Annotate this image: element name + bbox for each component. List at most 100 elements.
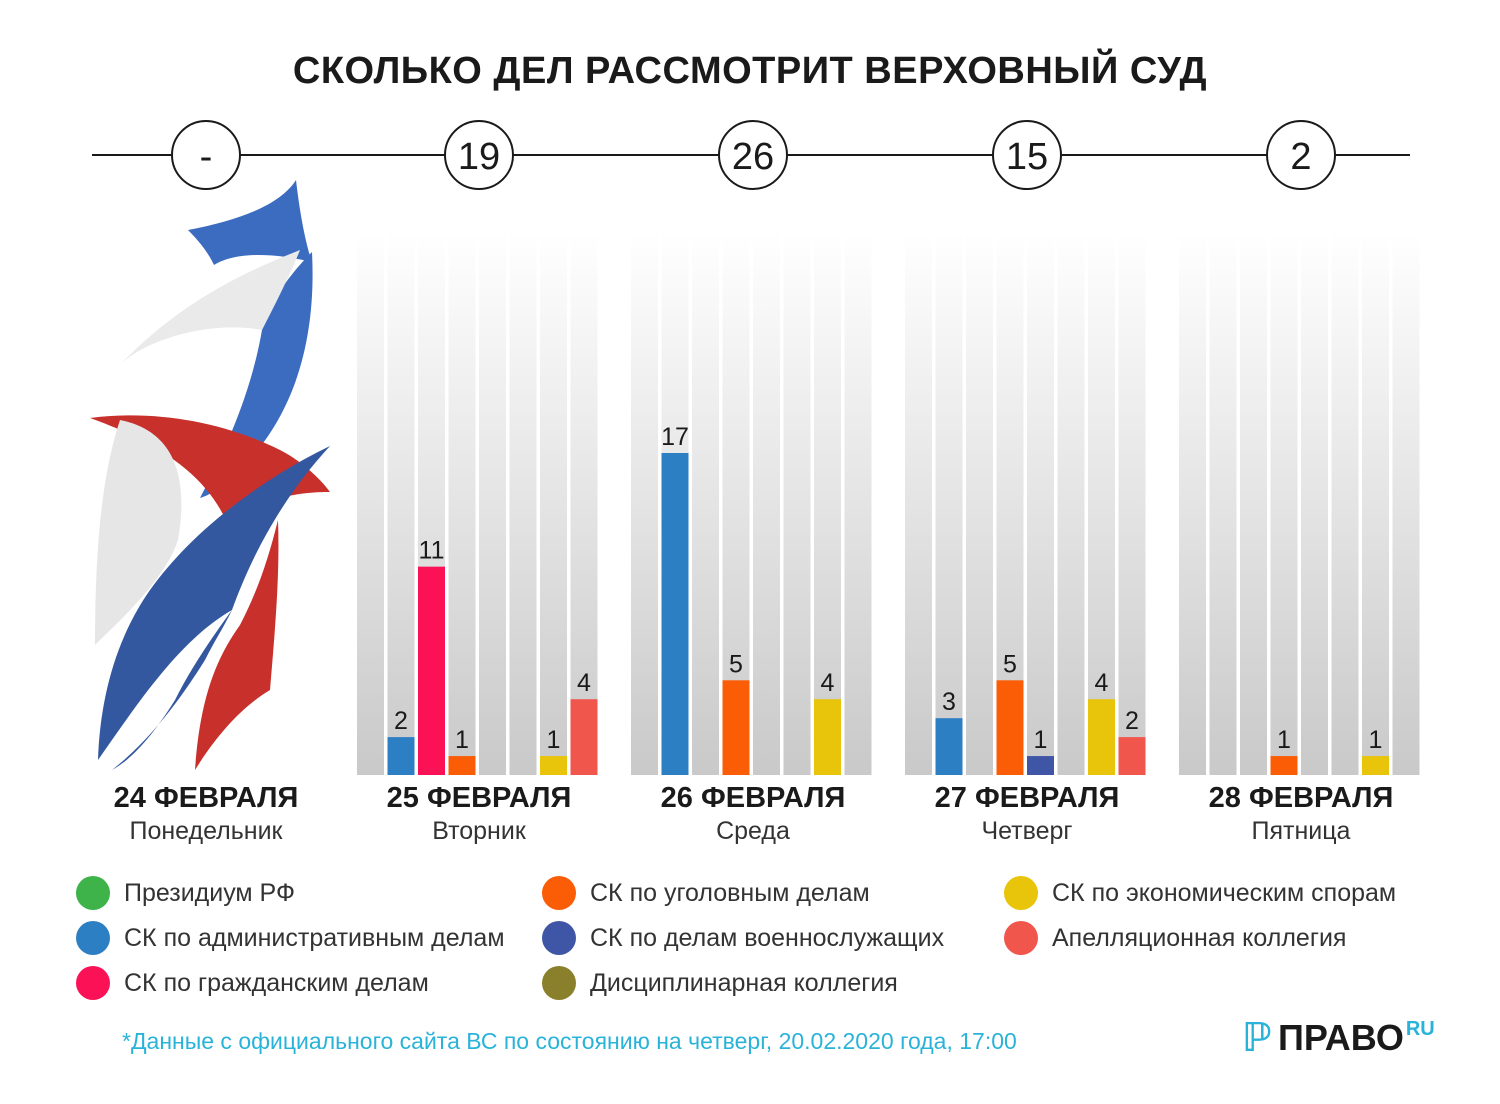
column-strip	[448, 232, 476, 775]
day-label: 28 ФЕВРАЛЯ Пятница	[1161, 782, 1441, 846]
day-label: 27 ФЕВРАЛЯ Четверг	[887, 782, 1167, 846]
bar-value-label: 5	[729, 650, 743, 678]
legend-item: СК по уголовным делам	[542, 876, 870, 910]
legend-item: СК по экономическим спорам	[1004, 876, 1396, 910]
column-strip	[844, 232, 872, 775]
legend-color-dot	[542, 876, 576, 910]
column-strip	[1118, 232, 1146, 775]
column-strip	[814, 232, 841, 775]
legend-color-dot	[1004, 921, 1038, 955]
legend-color-dot	[76, 966, 110, 1000]
legend-label: СК по экономическим спорам	[1052, 878, 1397, 907]
bar	[1027, 756, 1054, 775]
bar-value-label: 17	[661, 423, 689, 451]
day-weekday: Пятница	[1251, 817, 1351, 845]
day-label: 26 ФЕВРАЛЯ Среда	[613, 782, 893, 846]
flag-ribbons-decoration	[90, 180, 330, 770]
bar	[661, 453, 689, 775]
day-date: 28 ФЕВРАЛЯ	[1208, 782, 1394, 814]
column-strip	[570, 232, 598, 775]
day-label: 24 ФЕВРАЛЯ Понедельник	[66, 782, 346, 846]
bar	[570, 699, 598, 775]
legend-label: Дисциплинарная коллегия	[590, 968, 898, 997]
legend-color-dot	[76, 921, 110, 955]
bar-value-label: 1	[547, 726, 561, 754]
day-date: 27 ФЕВРАЛЯ	[934, 782, 1120, 814]
chart-title: СКОЛЬКО ДЕЛ РАССМОТРИТ ВЕРХОВНЫЙ СУД	[292, 50, 1208, 92]
column-strip	[935, 232, 963, 775]
legend-label: Президиум РФ	[124, 878, 295, 907]
legend-label: СК по административным делам	[124, 923, 505, 952]
bar-value-label: 4	[577, 669, 591, 697]
day-weekday: Среда	[716, 817, 790, 845]
bar	[418, 566, 445, 775]
bar-value-label: 4	[1095, 669, 1109, 697]
bar	[996, 680, 1024, 775]
column-strip	[1240, 232, 1267, 775]
column-strip	[1088, 232, 1115, 775]
bar	[814, 699, 841, 775]
logo-mark-icon: ℙ	[1242, 1016, 1272, 1060]
legend-item: СК по административным делам	[76, 921, 505, 955]
column-strip	[357, 232, 384, 775]
column-strip	[905, 232, 932, 775]
legend-item: Президиум РФ	[76, 876, 295, 910]
column-strip	[540, 232, 567, 775]
column-strip	[753, 232, 780, 775]
bar	[722, 680, 750, 775]
bar	[1118, 737, 1146, 775]
column-strip	[966, 232, 993, 775]
legend-item: Дисциплинарная коллегия	[542, 966, 898, 1000]
legend-item: СК по гражданским делам	[76, 966, 429, 1000]
bar-value-label: 3	[942, 688, 956, 716]
bar-value-label: 1	[1034, 726, 1048, 754]
bar	[1088, 699, 1115, 775]
bar	[1362, 756, 1389, 775]
timeline: - 19 26 15 2	[92, 120, 1410, 190]
bar	[448, 756, 476, 775]
bar	[540, 756, 567, 775]
column-strip	[692, 232, 719, 775]
day-date: 26 ФЕВРАЛЯ	[660, 782, 846, 814]
pravo-ru-logo: ℙ ПРАВО RU	[1242, 1016, 1435, 1060]
day-total-circle	[992, 120, 1062, 190]
legend-color-dot	[76, 876, 110, 910]
bar-value-label: 2	[1125, 707, 1139, 735]
bar	[387, 737, 415, 775]
column-strip	[1057, 232, 1085, 775]
day-weekday: Вторник	[432, 817, 526, 845]
day-total-circle	[444, 120, 514, 190]
logo-text: ПРАВО	[1278, 1017, 1404, 1058]
bar-value-label: 1	[1277, 726, 1291, 754]
column-strip	[1392, 232, 1420, 775]
bar-value-label: 2	[394, 707, 408, 735]
column-strip	[1209, 232, 1237, 775]
bar-value-label: 5	[1003, 650, 1017, 678]
column-strip	[1027, 232, 1054, 775]
day-weekday: Понедельник	[129, 817, 283, 845]
legend-item: Апелляционная коллегия	[1004, 921, 1346, 955]
day-date: 25 ФЕВРАЛЯ	[386, 782, 572, 814]
column-strip	[1301, 232, 1328, 775]
column-strip	[387, 232, 415, 775]
column-strip	[1331, 232, 1359, 775]
day-date: 24 ФЕВРАЛЯ	[113, 782, 299, 814]
day-total-value: -	[200, 136, 213, 178]
footnote: *Данные с официального сайта ВС по состо…	[122, 1028, 1017, 1054]
legend-label: СК по делам военнослужащих	[590, 923, 945, 952]
legend-color-dot	[542, 921, 576, 955]
day-total-circle	[1266, 120, 1336, 190]
legend-color-dot	[1004, 876, 1038, 910]
bar-value-label: 4	[821, 669, 835, 697]
bar-value-label: 11	[419, 537, 445, 565]
legend-label: СК по гражданским делам	[124, 968, 429, 997]
bar	[1270, 756, 1298, 775]
legend-label: СК по уголовным делам	[590, 878, 870, 907]
bar	[935, 718, 963, 775]
column-strip	[479, 232, 506, 775]
bar-value-label: 1	[1369, 726, 1383, 754]
bar-value-label: 1	[455, 726, 469, 754]
day-total-circle	[718, 120, 788, 190]
